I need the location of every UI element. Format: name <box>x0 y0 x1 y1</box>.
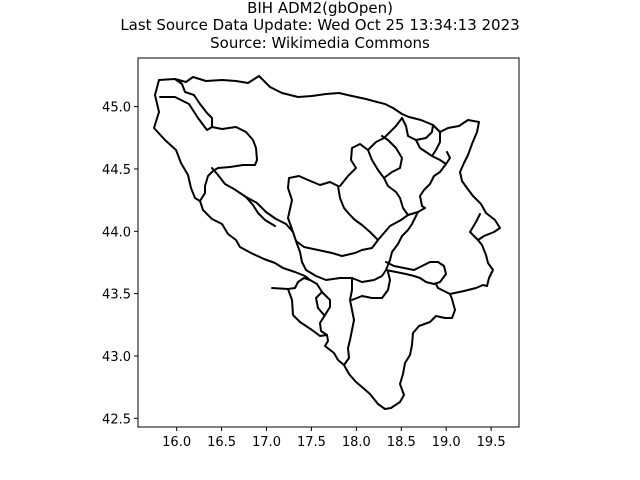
x-tick-label: 18.0 <box>342 435 371 450</box>
region-border <box>401 117 434 141</box>
y-tick-label: 44.5 <box>102 163 131 178</box>
x-tick-label: 16.0 <box>162 435 191 450</box>
country-outline <box>158 75 501 410</box>
region-border <box>435 283 451 295</box>
x-tick-label: 19.0 <box>432 435 461 450</box>
x-axis: 16.0 16.5 17.0 17.5 18.0 18.5 19.0 19.5 <box>162 427 506 450</box>
x-tick-label: 19.5 <box>477 435 506 450</box>
region-border <box>287 288 328 337</box>
region-border <box>469 213 481 241</box>
x-tick-label: 17.0 <box>252 435 281 450</box>
region-border <box>339 143 409 216</box>
region-border <box>159 96 213 131</box>
region-border <box>271 277 311 290</box>
y-tick-label: 42.5 <box>102 412 131 427</box>
region-border <box>211 167 297 242</box>
y-tick-label: 44.0 <box>102 225 131 240</box>
region-border <box>351 271 391 301</box>
region-border <box>287 175 379 241</box>
region-border <box>295 207 426 257</box>
region-border <box>385 261 447 285</box>
y-tick-label: 45.0 <box>102 101 131 116</box>
map-subtitle-source: Source: Wikimedia Commons <box>210 34 430 52</box>
region-border <box>381 135 403 179</box>
map-subtitle-update: Last Source Data Update: Wed Oct 25 13:3… <box>120 16 520 34</box>
region-border <box>367 117 403 151</box>
y-tick-label: 43.5 <box>102 288 131 303</box>
region-border <box>295 211 419 283</box>
axes-frame <box>137 57 520 428</box>
y-tick-label: 43.0 <box>102 350 131 365</box>
admin-boundaries <box>153 75 501 410</box>
y-axis: 42.5 43.0 43.5 44.0 44.5 45.0 <box>102 101 138 427</box>
region-border <box>153 79 201 202</box>
x-tick-label: 17.5 <box>297 435 326 450</box>
region-border <box>431 124 441 157</box>
x-tick-label: 18.5 <box>387 435 416 450</box>
map-title: BIH ADM2(gbOpen) <box>247 0 393 17</box>
x-tick-label: 16.5 <box>207 435 236 450</box>
region-border <box>315 291 325 316</box>
region-border <box>343 277 355 366</box>
region-border <box>415 139 447 209</box>
region-border <box>445 151 451 165</box>
region-border <box>245 196 276 227</box>
